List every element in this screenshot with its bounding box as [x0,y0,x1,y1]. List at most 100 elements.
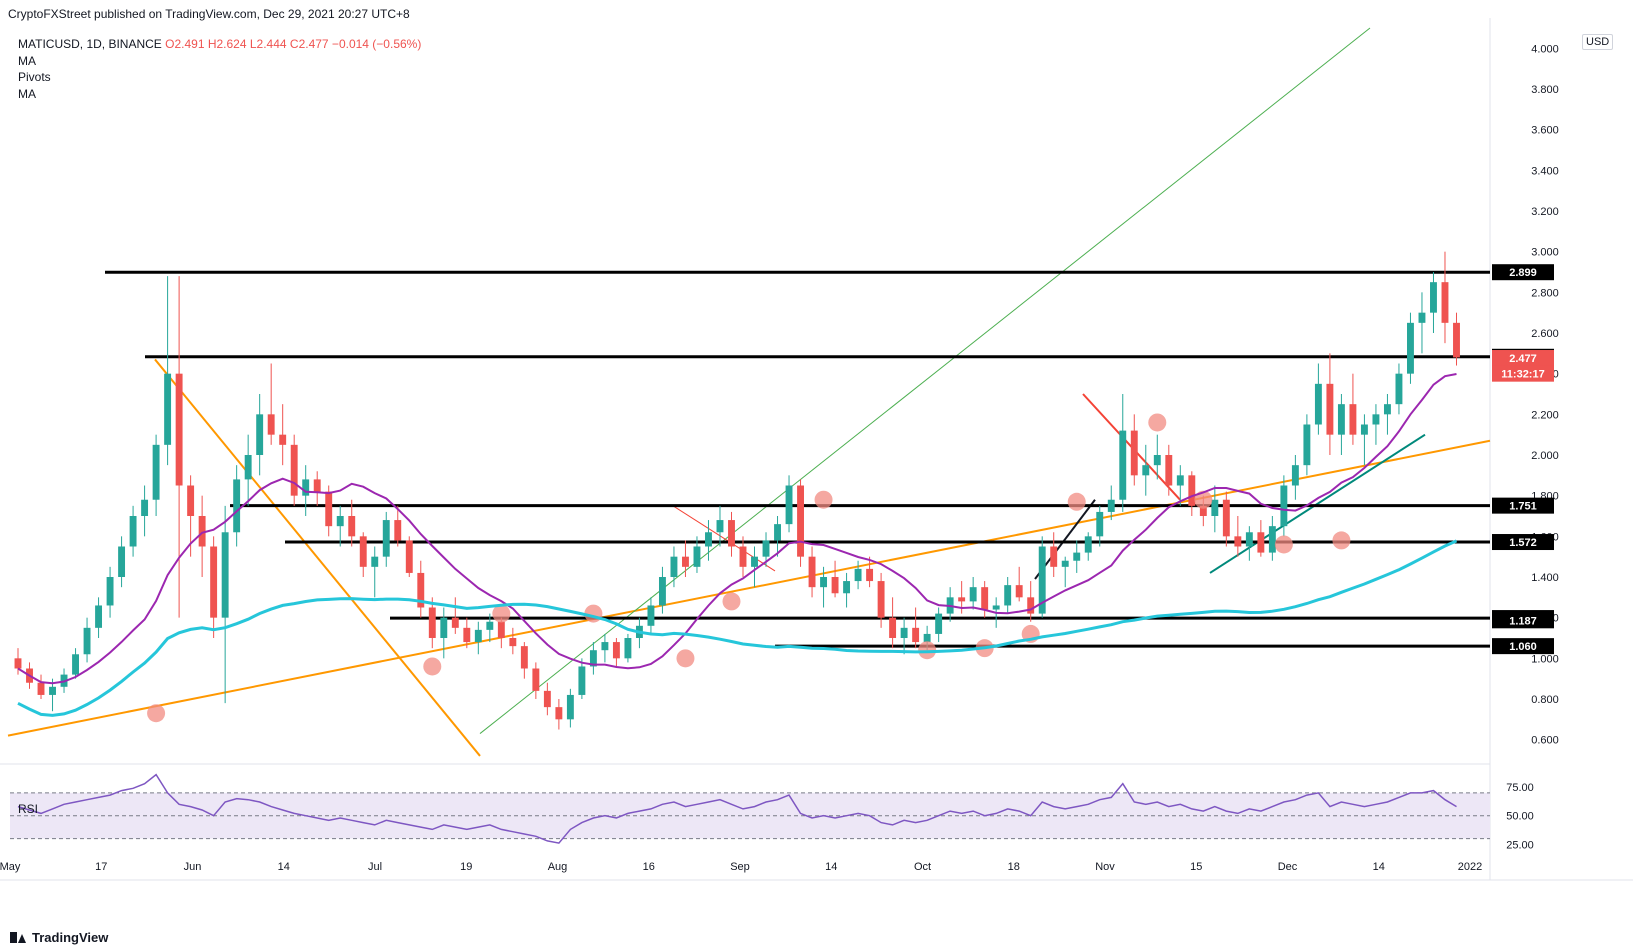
touch-marker [1067,492,1086,511]
candle-body [440,617,448,638]
time-tick-label: Jul [368,861,382,873]
candle-body [843,581,851,594]
candle-body [1407,322,1414,374]
candle-body [164,373,172,445]
candle-body [1257,532,1265,553]
candle-body [1222,499,1230,537]
time-tick-label: 14 [1373,861,1385,873]
price-label-box [1492,534,1554,551]
candle-body [1188,475,1196,506]
price-label-box [1492,612,1554,629]
candle-body [889,617,897,638]
candle-body [1004,585,1012,606]
candle-body [405,540,413,573]
touch-marker [147,704,166,723]
candle-body [601,642,609,651]
time-tick-label: 19 [460,861,472,873]
candle-body [693,546,701,567]
price-tick-label: 1.400 [1531,572,1559,584]
candle-body [682,556,689,567]
candle-body [106,577,114,606]
time-tick-label: Dec [1278,861,1298,873]
candle-body [705,532,712,547]
candle-body [198,516,206,547]
price-tick-label: 3.600 [1531,125,1559,137]
touch-marker [1148,413,1167,432]
time-tick-label: 2022 [1458,861,1482,873]
candle-body [1453,322,1460,358]
price-tick-label: 3.400 [1531,165,1559,177]
touch-marker [1332,531,1351,550]
candle-body [935,613,943,634]
candle-body [1211,499,1219,516]
candle-body [210,546,218,618]
falling-resistance-line [154,358,481,757]
time-tick-label: 17 [95,861,107,873]
price-label-text: 1.187 [1509,615,1537,627]
rsi-line [17,773,1457,844]
indicator-pivots[interactable]: Pivots [18,70,51,84]
candle-body [1096,511,1104,537]
touch-marker [423,657,442,676]
candle-body [820,577,828,588]
candles [14,251,1460,730]
currency-button[interactable]: USD [1582,34,1614,50]
candle-body [302,479,310,496]
candle-body [774,524,781,541]
price-tick-label: 2.200 [1531,409,1559,421]
touch-marker [814,490,833,509]
rsi-tick-label: 25.00 [1506,839,1534,851]
candle-body [1199,505,1207,516]
brand-name: TradingView [32,930,109,945]
symbol-label[interactable]: MATICUSD, 1D, BINANCE [18,37,162,51]
moving-average-slow [17,539,1458,717]
candle-body [1430,282,1437,313]
candle-body [382,520,390,557]
candle-body [14,658,22,669]
candle-body [912,627,920,643]
tradingview-icon [10,932,26,943]
candle-body [1314,383,1322,425]
candle-body [1349,404,1357,435]
price-label-box [1492,365,1554,382]
rsi-label: RSI [18,802,39,816]
candle-body [233,479,241,533]
touch-marker [676,649,695,668]
candle-body [244,455,252,480]
candle-body [612,642,620,659]
long-trend-line [479,27,1371,734]
candle-body [578,666,586,695]
candle-body [808,556,816,588]
candle-body [877,581,885,618]
price-label-text: 2.477 [1509,353,1537,365]
candle-body [394,520,402,541]
candle-body [1142,465,1150,476]
candle-body [1038,546,1046,614]
candle-body [532,668,540,691]
candle-body [1061,560,1069,567]
candle-body [762,540,770,557]
price-tick-label: 3.200 [1531,206,1559,218]
candle-body [336,516,344,527]
candle-body [647,605,655,626]
indicator-ma-2[interactable]: MA [18,86,36,101]
moving-average-fast [17,373,1457,685]
candle-body [831,577,839,594]
time-axis[interactable]: May 17 Jun 14 Jul 19 Aug 16 Sep 14 Oct 18 Nov 15 Dec 14… [0,861,1482,873]
candle-body [566,694,574,720]
candle-body [1015,585,1023,598]
time-tick-label: Oct [914,861,931,873]
time-tick-label: 14 [825,861,837,873]
candle-body [267,414,275,435]
candle-body [1280,485,1288,527]
candle-body [624,638,632,659]
candle-body [751,556,758,567]
tradingview-logo[interactable]: TradingView [10,930,108,945]
candle-body [1119,430,1127,500]
candle-body [1027,597,1035,614]
indicator-ma-1[interactable]: MA [18,53,36,68]
rsi-panel: 75.00 50.00 25.00 [10,773,1534,851]
candle-body [520,646,528,669]
candle-body [325,491,333,527]
